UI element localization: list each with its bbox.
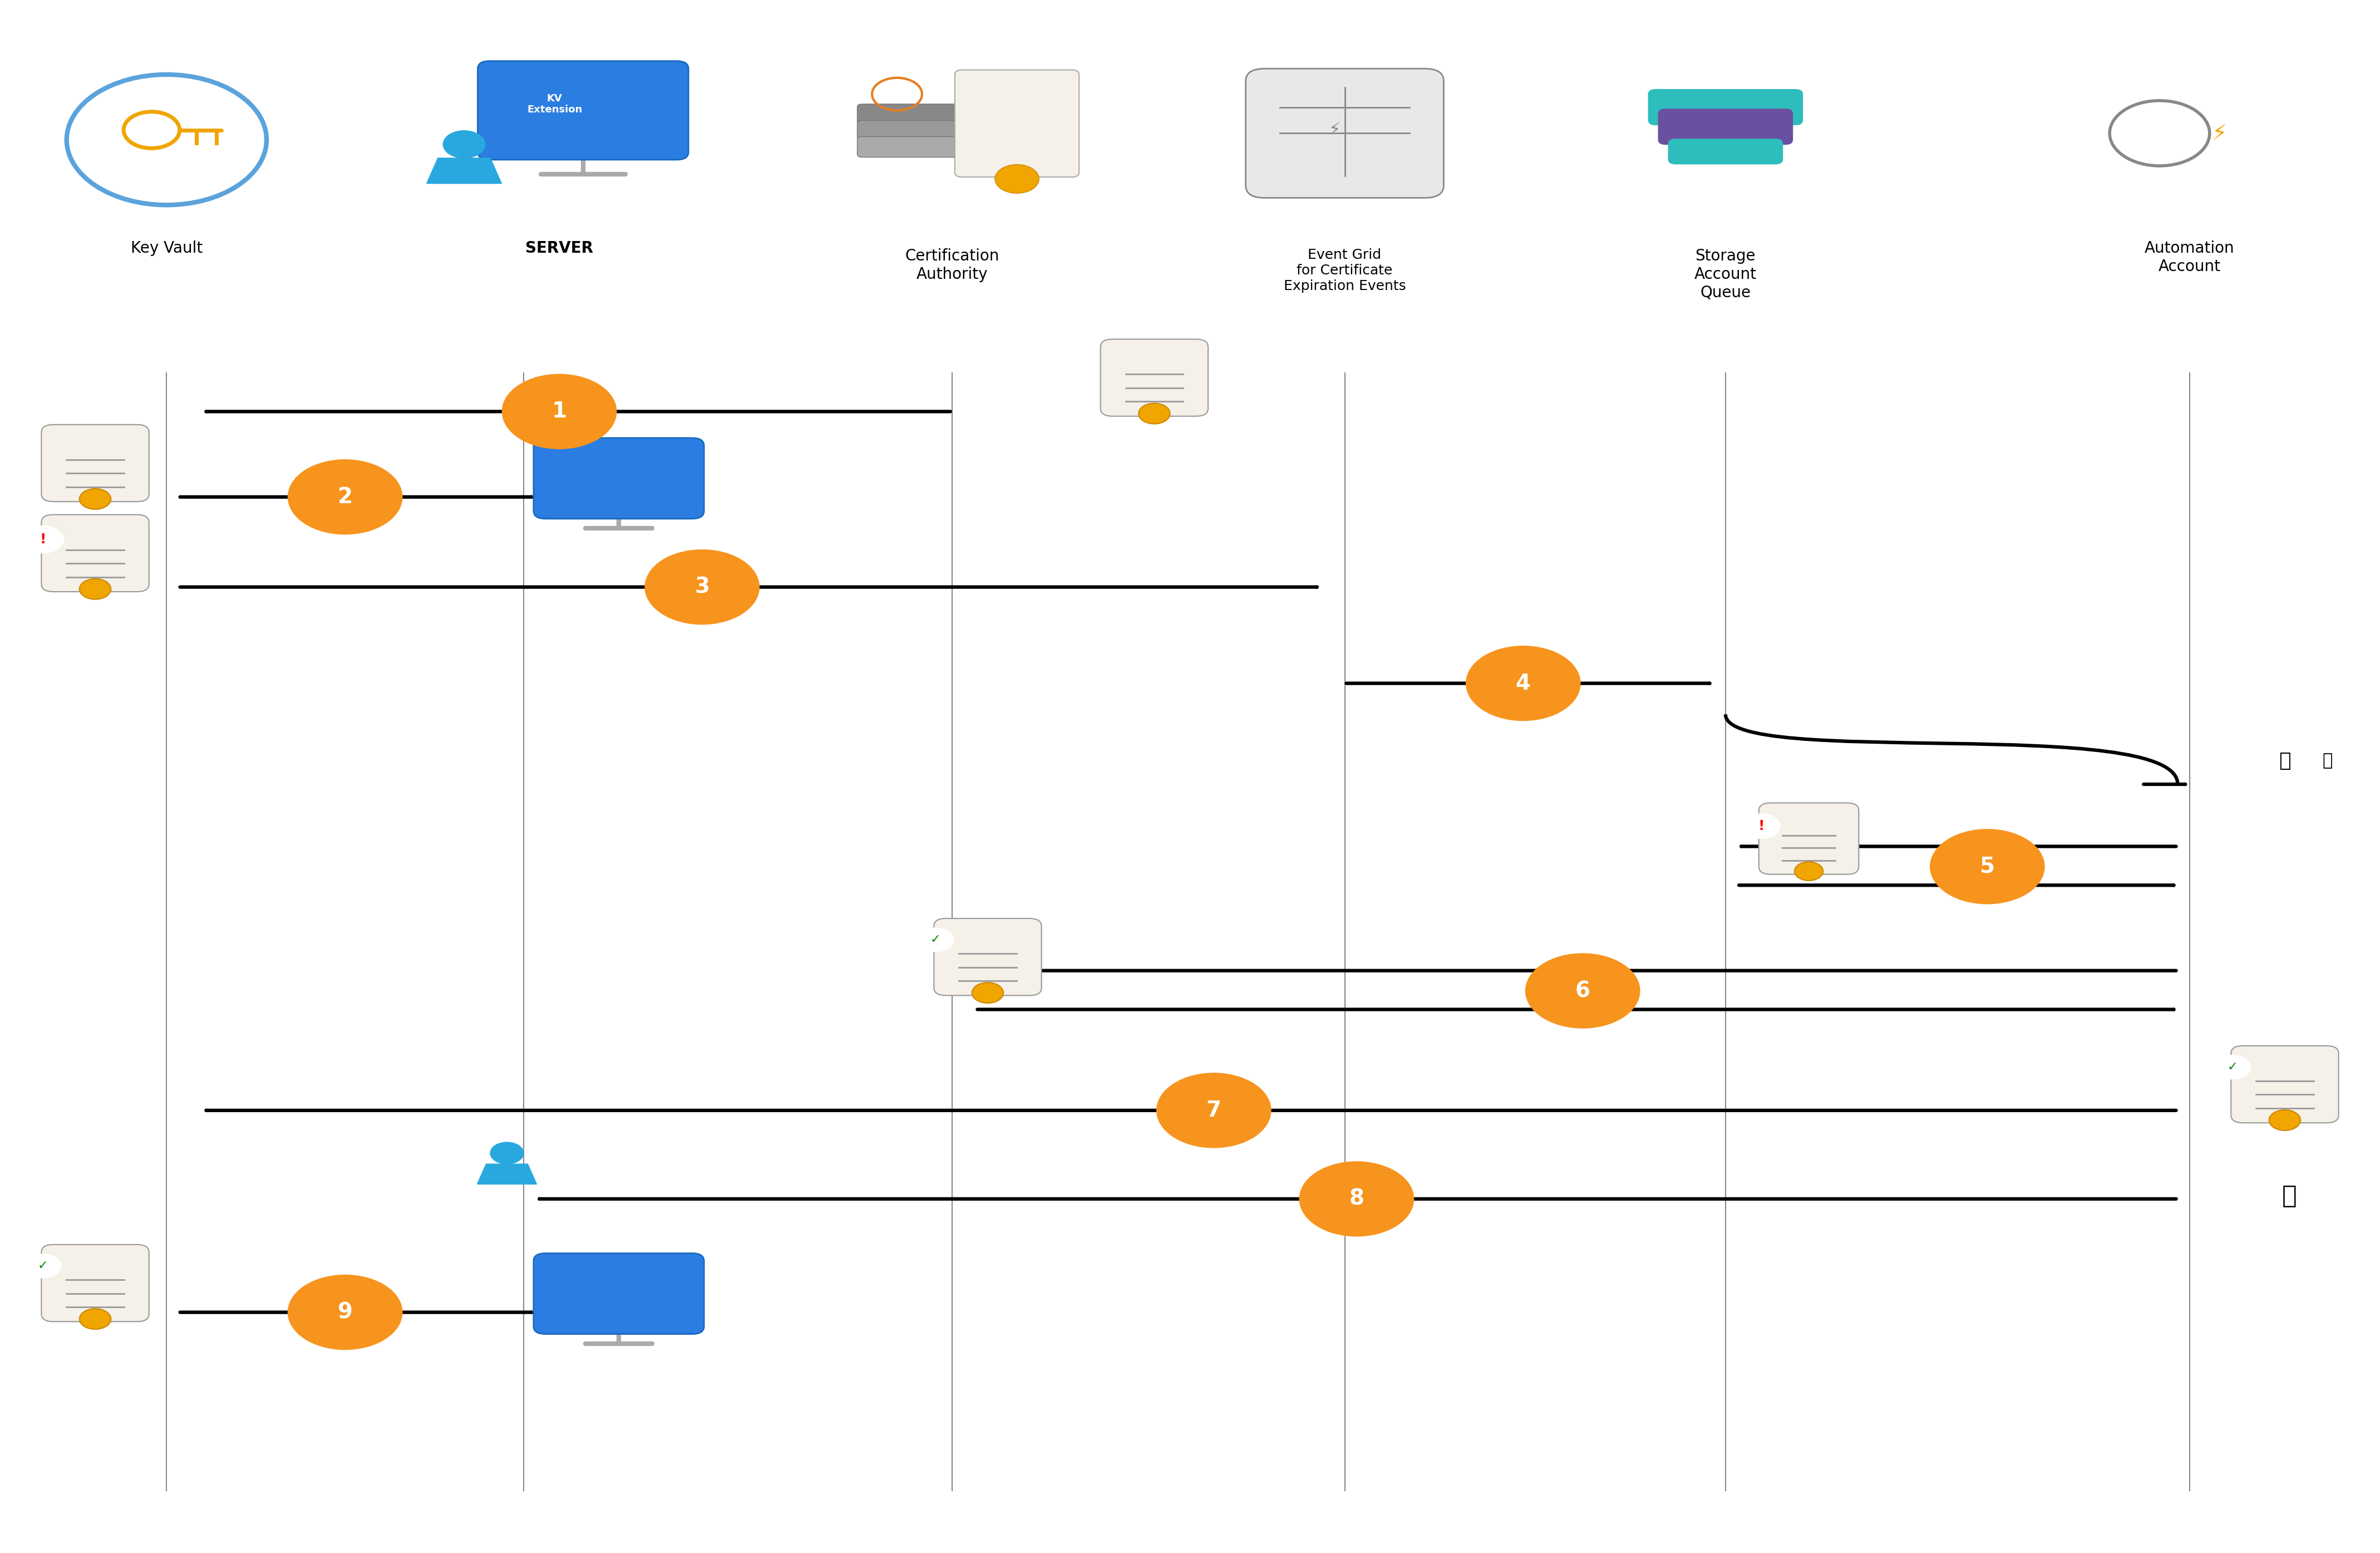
- Circle shape: [21, 526, 64, 553]
- Circle shape: [288, 460, 402, 534]
- Text: 8: 8: [1349, 1188, 1364, 1210]
- Circle shape: [502, 374, 616, 449]
- FancyBboxPatch shape: [857, 137, 1047, 157]
- Text: Storage
Account
Queue: Storage Account Queue: [1695, 248, 1756, 300]
- Circle shape: [1299, 1162, 1414, 1236]
- Polygon shape: [476, 1165, 538, 1183]
- Text: 6: 6: [1576, 980, 1590, 1002]
- Text: !: !: [1759, 820, 1764, 832]
- Text: 4: 4: [1516, 672, 1530, 694]
- Circle shape: [916, 929, 954, 952]
- FancyBboxPatch shape: [857, 121, 1047, 141]
- FancyBboxPatch shape: [40, 514, 150, 592]
- Text: KV
Extension: KV Extension: [526, 93, 583, 115]
- Text: 7: 7: [1207, 1100, 1221, 1121]
- Circle shape: [2268, 1110, 2301, 1131]
- Circle shape: [1742, 814, 1780, 839]
- Text: ✓: ✓: [38, 1261, 48, 1272]
- Circle shape: [288, 1275, 402, 1350]
- Text: 2: 2: [338, 486, 352, 508]
- FancyBboxPatch shape: [1100, 339, 1209, 416]
- FancyBboxPatch shape: [857, 104, 1047, 124]
- FancyBboxPatch shape: [1245, 68, 1445, 197]
- Circle shape: [443, 130, 486, 158]
- Circle shape: [2213, 1056, 2251, 1079]
- Text: !: !: [40, 533, 45, 547]
- Circle shape: [995, 165, 1040, 193]
- Text: Certification
Authority: Certification Authority: [904, 248, 1000, 283]
- Text: Key Vault: Key Vault: [131, 241, 202, 256]
- Circle shape: [1930, 829, 2044, 904]
- Text: Automation
Account: Automation Account: [2144, 241, 2235, 275]
- Circle shape: [24, 1255, 62, 1278]
- Text: 1: 1: [552, 401, 566, 422]
- Circle shape: [971, 983, 1004, 1003]
- FancyBboxPatch shape: [1759, 803, 1859, 874]
- FancyBboxPatch shape: [954, 70, 1078, 177]
- Text: 5: 5: [1980, 856, 1994, 877]
- Text: ⚡: ⚡: [1328, 123, 1340, 138]
- Circle shape: [645, 550, 759, 624]
- Text: ✓: ✓: [931, 935, 940, 946]
- Text: ⚡: ⚡: [2211, 123, 2228, 144]
- FancyBboxPatch shape: [1668, 140, 1783, 165]
- Polygon shape: [426, 158, 502, 183]
- Circle shape: [79, 579, 112, 599]
- Text: Event Grid
for Certificate
Expiration Events: Event Grid for Certificate Expiration Ev…: [1283, 248, 1407, 294]
- FancyBboxPatch shape: [533, 1253, 704, 1334]
- Text: 📧: 📧: [2282, 1183, 2297, 1208]
- FancyBboxPatch shape: [1659, 109, 1792, 144]
- FancyBboxPatch shape: [1649, 90, 1802, 124]
- FancyBboxPatch shape: [2230, 1045, 2340, 1123]
- Circle shape: [79, 489, 112, 509]
- Circle shape: [79, 1309, 112, 1329]
- Circle shape: [490, 1143, 524, 1165]
- Circle shape: [1526, 954, 1640, 1028]
- FancyBboxPatch shape: [478, 61, 688, 160]
- Text: 3: 3: [695, 576, 709, 598]
- FancyBboxPatch shape: [933, 918, 1042, 995]
- FancyBboxPatch shape: [40, 424, 150, 502]
- Circle shape: [1157, 1073, 1271, 1148]
- Circle shape: [1138, 404, 1171, 424]
- Text: 9: 9: [338, 1301, 352, 1323]
- Circle shape: [1466, 646, 1580, 721]
- FancyBboxPatch shape: [533, 438, 704, 519]
- Circle shape: [1795, 862, 1823, 881]
- Text: ✓: ✓: [2228, 1062, 2237, 1073]
- Text: SERVER: SERVER: [526, 241, 593, 256]
- Text: 📋: 📋: [2278, 752, 2292, 770]
- FancyBboxPatch shape: [40, 1244, 150, 1322]
- Text: 🕐: 🕐: [2323, 753, 2332, 769]
